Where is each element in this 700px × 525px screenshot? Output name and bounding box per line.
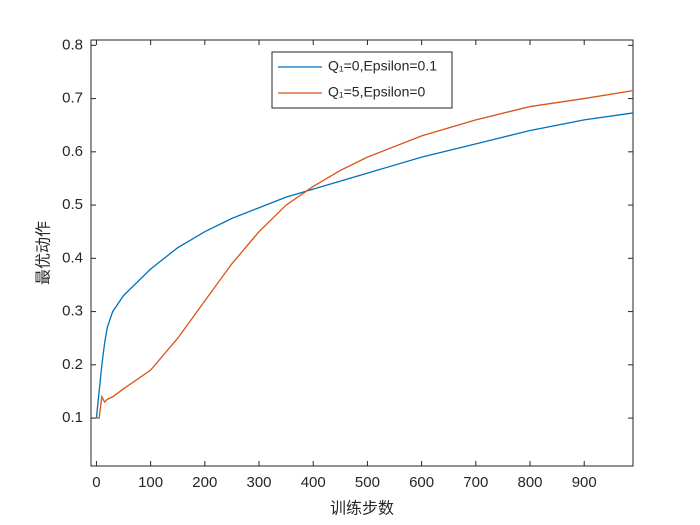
x-tick-label: 400 bbox=[301, 474, 326, 491]
y-tick-label: 0.2 bbox=[62, 356, 83, 373]
x-axis-label: 训练步数 bbox=[330, 499, 394, 518]
x-tick-label: 0 bbox=[92, 474, 100, 491]
x-tick-label: 600 bbox=[409, 474, 434, 491]
legend-label: Q₁=0,Epsilon=0.1 bbox=[328, 58, 437, 74]
x-tick-label: 200 bbox=[192, 474, 217, 491]
y-tick-label: 0.3 bbox=[62, 303, 83, 320]
x-tick-label: 500 bbox=[355, 474, 380, 491]
y-tick-label: 0.1 bbox=[62, 409, 83, 426]
legend-label: Q₁=5,Epsilon=0 bbox=[328, 84, 426, 100]
plot-area bbox=[90, 39, 634, 467]
x-tick-label: 900 bbox=[572, 474, 597, 491]
x-tick-label: 300 bbox=[247, 474, 272, 491]
x-tick-label: 100 bbox=[138, 474, 163, 491]
y-tick-label: 0.7 bbox=[62, 90, 83, 107]
legend-box bbox=[271, 51, 453, 109]
y-tick-label: 0.8 bbox=[62, 36, 83, 53]
y-tick-label: 0.6 bbox=[62, 143, 83, 160]
line-series bbox=[96, 89, 634, 419]
y-axis-label: 最优动作 bbox=[34, 221, 53, 285]
y-tick-label: 0.5 bbox=[62, 196, 83, 213]
y-tick-label: 0.4 bbox=[62, 249, 83, 266]
line-series bbox=[95, 112, 634, 419]
x-tick-label: 800 bbox=[518, 474, 543, 491]
x-tick-label: 700 bbox=[463, 474, 488, 491]
